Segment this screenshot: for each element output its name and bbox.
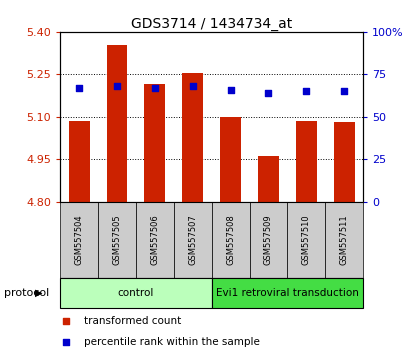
Text: transformed count: transformed count <box>84 316 182 326</box>
Bar <box>60 278 212 308</box>
Text: GSM557505: GSM557505 <box>112 215 122 265</box>
Bar <box>174 202 212 278</box>
Bar <box>212 278 363 308</box>
Point <box>189 84 196 89</box>
Bar <box>107 45 127 202</box>
Text: GSM557506: GSM557506 <box>150 215 159 265</box>
Text: GSM557511: GSM557511 <box>340 215 349 265</box>
Bar <box>287 202 325 278</box>
Text: GSM557504: GSM557504 <box>75 215 83 265</box>
Text: control: control <box>118 288 154 298</box>
Bar <box>98 202 136 278</box>
Point <box>341 88 347 94</box>
Bar <box>258 156 279 202</box>
Bar <box>69 121 90 202</box>
Point <box>265 90 272 96</box>
Point <box>151 85 158 91</box>
Text: GSM557508: GSM557508 <box>226 215 235 265</box>
Bar <box>296 121 317 202</box>
Bar <box>220 118 241 202</box>
Text: protocol: protocol <box>4 288 49 298</box>
Bar <box>334 122 354 202</box>
Point <box>227 87 234 92</box>
Text: percentile rank within the sample: percentile rank within the sample <box>84 337 260 348</box>
Text: GSM557510: GSM557510 <box>302 215 311 265</box>
Bar <box>144 84 165 202</box>
Point <box>63 340 70 346</box>
Bar <box>182 73 203 202</box>
Bar <box>249 202 287 278</box>
Text: ▶: ▶ <box>35 288 43 298</box>
Bar <box>60 202 98 278</box>
Point <box>114 84 120 89</box>
Point <box>303 88 310 94</box>
Point <box>76 85 83 91</box>
Text: GSM557507: GSM557507 <box>188 215 197 265</box>
Text: GSM557509: GSM557509 <box>264 215 273 265</box>
Bar <box>136 202 174 278</box>
Text: Evi1 retroviral transduction: Evi1 retroviral transduction <box>216 288 359 298</box>
Title: GDS3714 / 1434734_at: GDS3714 / 1434734_at <box>131 17 292 31</box>
Bar <box>212 202 249 278</box>
Bar <box>325 202 363 278</box>
Point <box>63 318 70 324</box>
